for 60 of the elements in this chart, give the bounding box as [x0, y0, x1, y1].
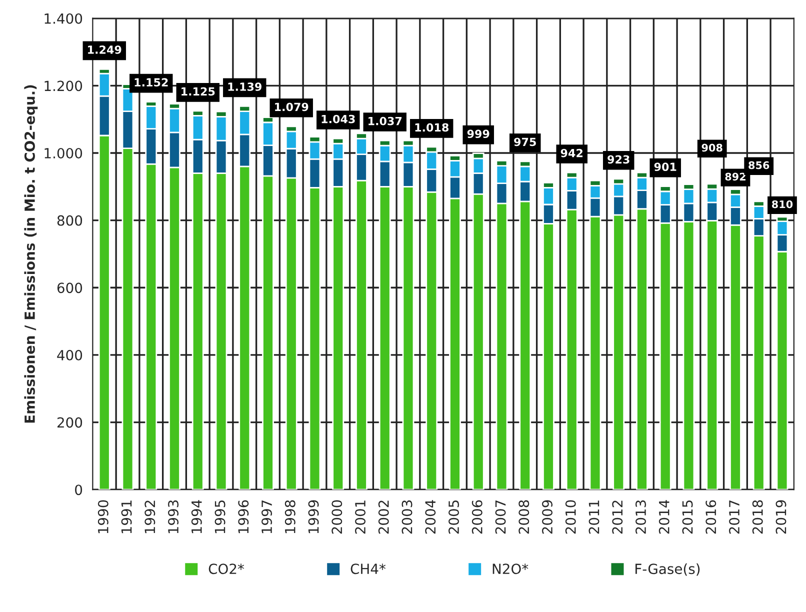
x-tick-label: 2010 — [565, 500, 576, 534]
legend-label: CO2* — [208, 564, 244, 574]
x-tick-label: 2009 — [542, 500, 553, 534]
y-tick-label: 0 — [75, 484, 82, 496]
total-label: 999 — [467, 130, 490, 138]
x-tick-label: 2018 — [752, 500, 763, 534]
x-tick-label: 2000 — [332, 500, 342, 534]
x-tick-label: 2008 — [518, 500, 530, 534]
total-label: 1.139 — [228, 82, 262, 91]
y-tick-label: 1.400 — [44, 13, 82, 24]
y-axis-title: Emissionen / Emissions (in Mio. t CO2-equ.) — [24, 85, 38, 423]
x-tick-label: 1995 — [214, 500, 226, 534]
x-tick-label: 2003 — [402, 500, 412, 534]
total-label: 1.152 — [134, 78, 168, 87]
total-label: 1.249 — [88, 45, 122, 54]
total-label: 1.037 — [368, 116, 402, 126]
legend-label: CH4* — [350, 564, 386, 574]
x-tick-label: 2006 — [472, 500, 482, 534]
x-tick-label: 1997 — [262, 500, 272, 534]
total-label: 1.125 — [182, 87, 215, 96]
x-tick-label: 1994 — [191, 500, 202, 534]
y-tick-label: 800 — [57, 215, 82, 226]
y-tick-label: 1.200 — [44, 80, 82, 92]
x-tick-label: 2015 — [682, 500, 693, 534]
x-tick-label: 1999 — [308, 500, 319, 534]
total-label: 923 — [608, 155, 630, 164]
x-tick-label: 2007 — [495, 500, 506, 534]
x-tick-label: 2011 — [588, 500, 600, 534]
total-label: 901 — [654, 162, 676, 172]
total-label: 1.079 — [275, 102, 308, 112]
x-tick-label: 2017 — [729, 500, 740, 534]
total-label: 856 — [748, 161, 770, 170]
y-tick-label: 200 — [57, 417, 82, 428]
total-label: 908 — [702, 144, 722, 152]
total-label: 1.018 — [415, 123, 448, 132]
x-tick-label: 2004 — [425, 500, 436, 534]
total-label: 975 — [514, 138, 536, 146]
x-tick-label: 2012 — [612, 500, 623, 534]
x-tick-label: 1992 — [144, 500, 156, 534]
x-tick-label: 1991 — [121, 500, 132, 534]
x-tick-label: 2019 — [776, 500, 786, 534]
total-label: 810 — [772, 200, 793, 208]
x-tick-label: 1993 — [168, 500, 179, 534]
y-tick-label: 400 — [57, 350, 82, 360]
y-tick-label: 600 — [57, 282, 82, 294]
x-tick-label: 1996 — [238, 500, 249, 534]
x-tick-label: 2013 — [636, 500, 646, 534]
total-label: 892 — [725, 172, 746, 181]
legend-label: N2O* — [492, 564, 528, 574]
legend-label: F-Gase(s) — [636, 563, 700, 576]
x-tick-label: 2002 — [378, 500, 389, 534]
total-label: 1.043 — [322, 114, 355, 124]
x-tick-label: 2005 — [448, 500, 460, 534]
x-tick-label: 2001 — [355, 500, 366, 534]
x-tick-label: 1998 — [284, 500, 296, 534]
y-tick-label: 1.000 — [44, 148, 82, 158]
total-label: 942 — [560, 148, 582, 158]
x-tick-label: 2016 — [706, 500, 716, 534]
x-tick-label: 2014 — [658, 500, 670, 534]
x-tick-label: 1990 — [98, 500, 108, 534]
